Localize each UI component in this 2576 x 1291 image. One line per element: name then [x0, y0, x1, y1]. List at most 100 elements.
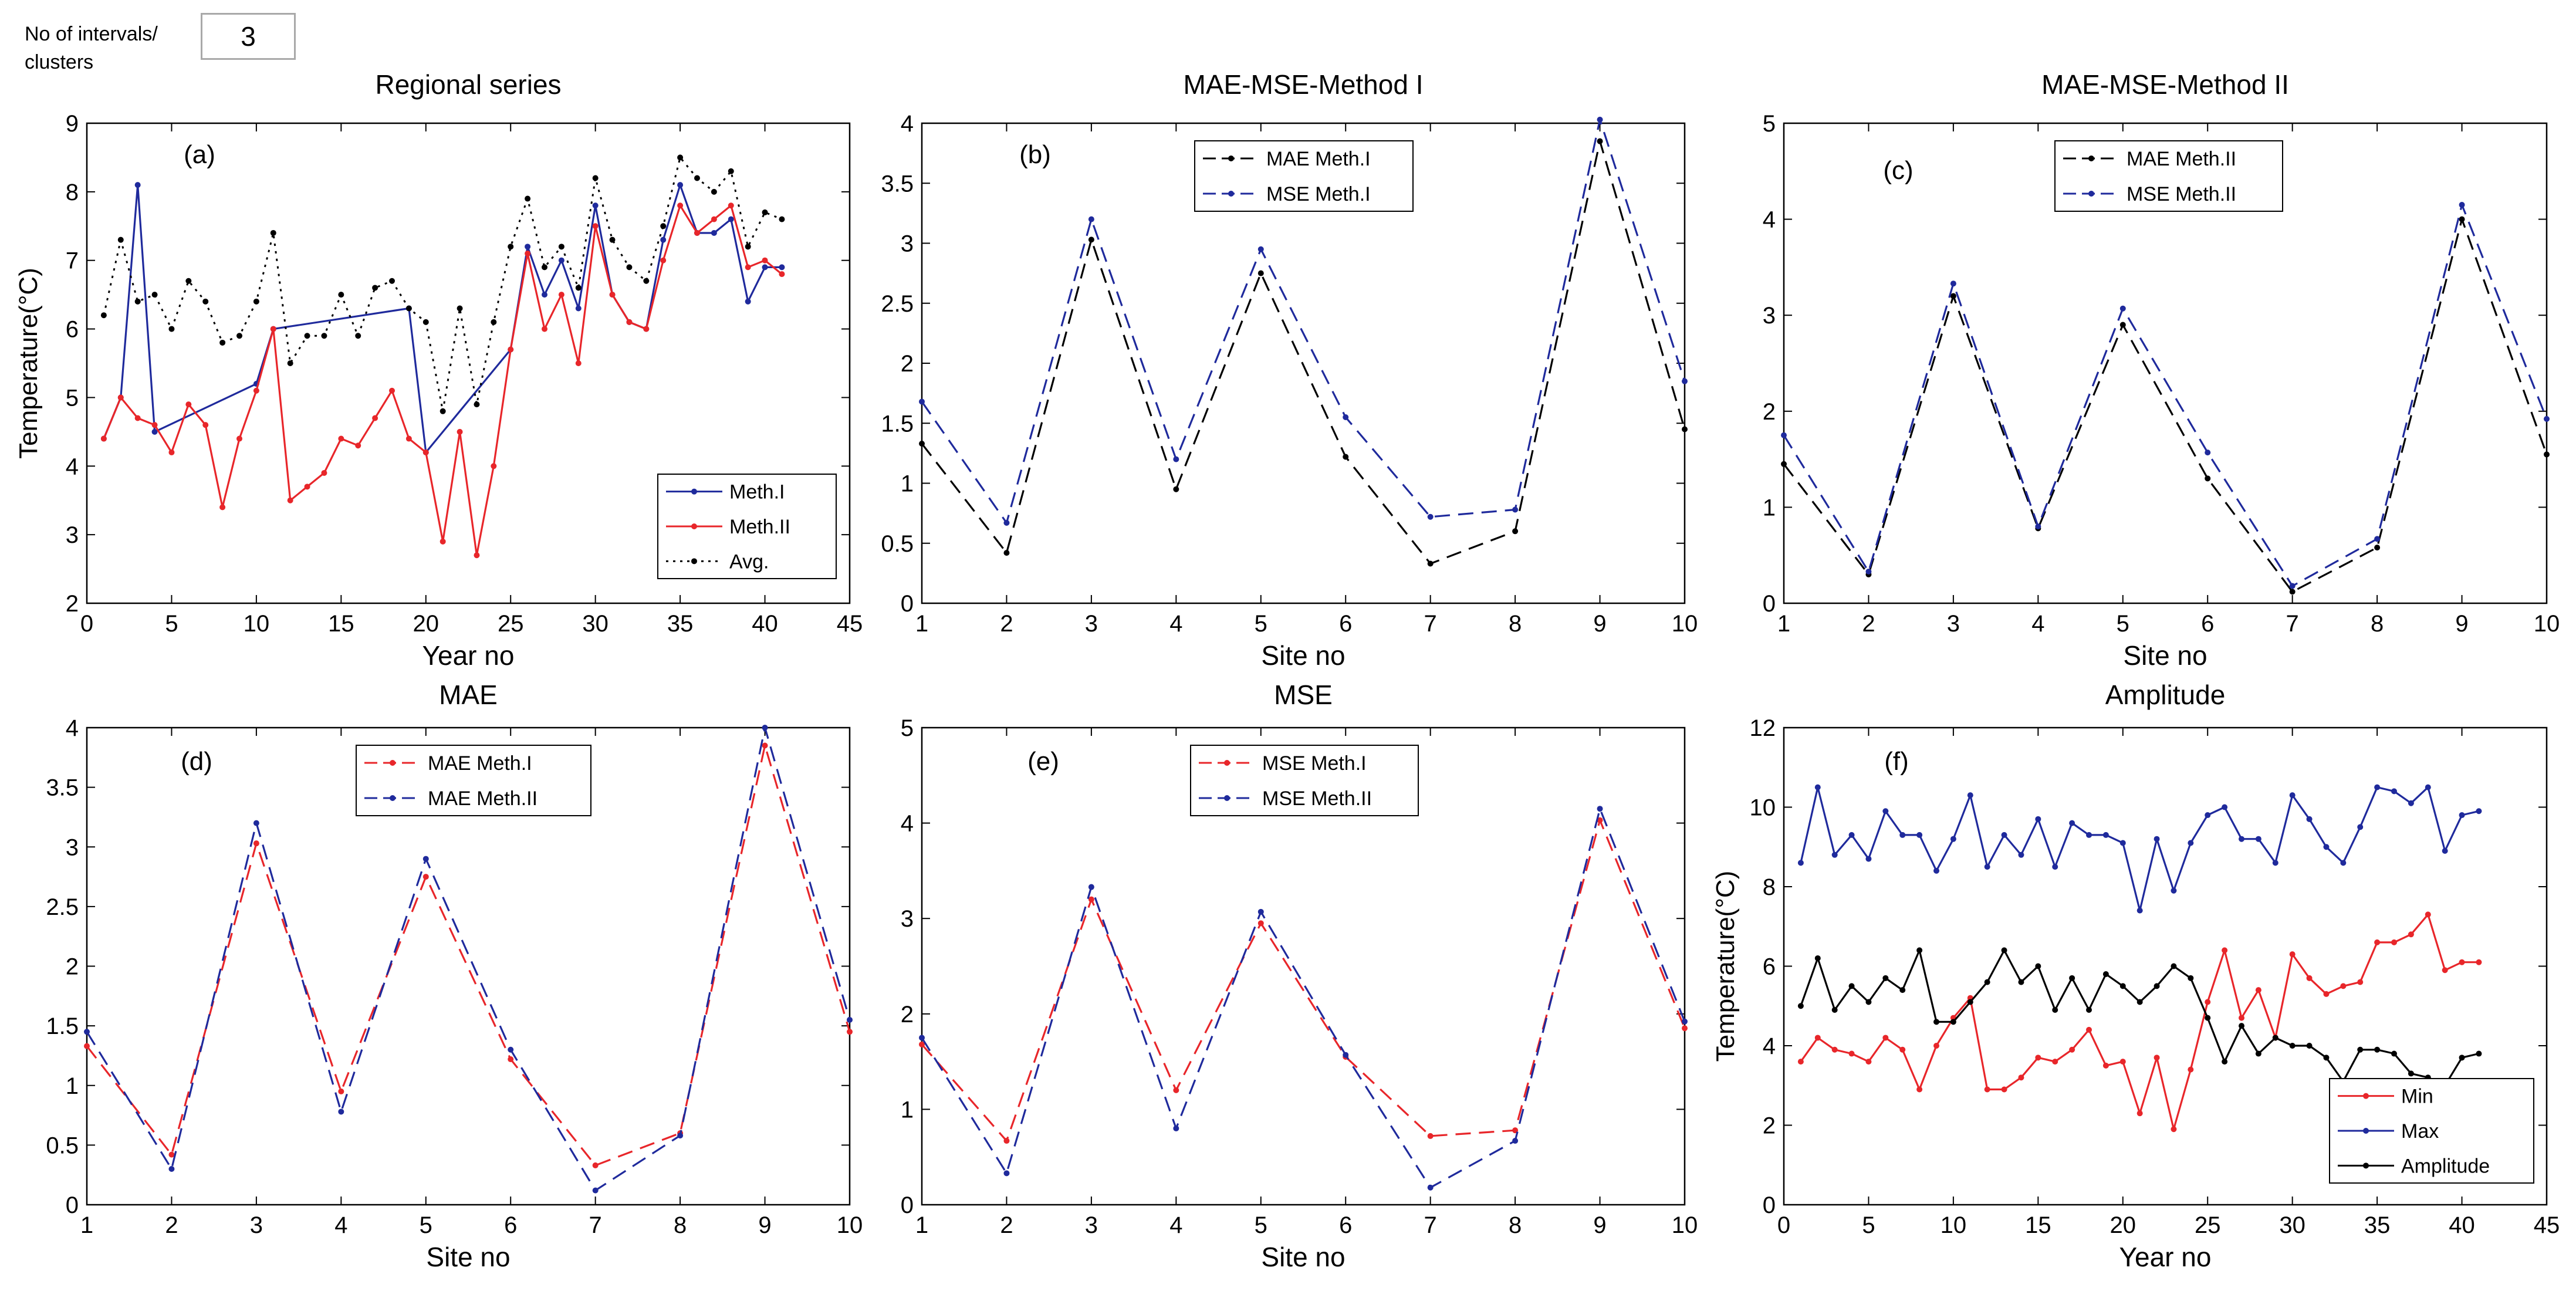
y-tick-label: 12	[1750, 715, 1776, 741]
data-point	[1848, 1050, 1855, 1057]
x-tick-label: 20	[2110, 1212, 2136, 1238]
legend-label: MSE Meth.I	[1262, 752, 1367, 775]
data-point	[2374, 1046, 2381, 1053]
x-tick-label: 3	[1085, 611, 1098, 637]
y-tick-label: 3	[66, 522, 79, 548]
data-point	[253, 820, 259, 826]
legend-label: MSE Meth.I	[1266, 183, 1371, 205]
data-point	[168, 1166, 175, 1172]
intervals-input[interactable]	[201, 13, 296, 60]
data-point	[405, 305, 412, 312]
y-tick-label: 4	[66, 454, 79, 479]
data-point	[168, 326, 175, 332]
legend-marker	[2363, 1162, 2369, 1169]
data-point	[2357, 824, 2364, 830]
data-point	[422, 874, 429, 880]
data-point	[2408, 800, 2414, 806]
data-point	[626, 319, 633, 325]
data-point	[474, 401, 480, 408]
data-point	[542, 264, 547, 271]
legend-marker	[1224, 795, 1230, 801]
data-point	[508, 1046, 514, 1053]
data-point	[1173, 1125, 1179, 1131]
data-point	[151, 428, 158, 435]
data-point	[2476, 959, 2482, 965]
x-axis-label: Year no	[422, 640, 515, 671]
data-point	[677, 1133, 684, 1139]
data-point	[134, 415, 141, 421]
data-point	[626, 264, 633, 271]
data-point	[2459, 959, 2465, 965]
y-tick-label: 3	[901, 231, 914, 257]
x-axis-label: Site no	[426, 1242, 510, 1272]
data-point	[219, 339, 226, 346]
data-point	[2052, 864, 2058, 870]
legend-label: Amplitude	[2401, 1155, 2490, 1177]
data-point	[2154, 836, 2160, 842]
data-point	[1173, 456, 1179, 462]
data-point	[1865, 1059, 1872, 1065]
data-point	[1865, 569, 1872, 575]
data-point	[287, 497, 293, 503]
data-point	[1848, 832, 1855, 838]
data-point	[219, 504, 226, 511]
legend-marker	[390, 795, 395, 801]
data-point	[2374, 536, 2381, 542]
panel-tag: (f)	[1884, 747, 1909, 776]
series-line	[921, 140, 1686, 565]
data-point	[558, 244, 564, 250]
data-point	[2476, 808, 2482, 815]
data-point	[84, 1043, 90, 1049]
data-point	[168, 449, 175, 455]
x-tick-label: 9	[1593, 1212, 1606, 1238]
x-tick-label: 10	[1672, 1212, 1698, 1238]
chart-title: MAE-MSE-Method I	[1184, 69, 1424, 100]
data-point	[592, 202, 599, 209]
data-point	[151, 422, 158, 428]
y-tick-label: 5	[66, 385, 79, 411]
data-point	[134, 182, 141, 188]
y-tick-label: 8	[1763, 874, 1776, 900]
data-point	[1682, 1018, 1688, 1025]
data-point	[2239, 1023, 2244, 1029]
x-tick-label: 6	[504, 1212, 517, 1238]
data-point	[2154, 1055, 2160, 1061]
data-point	[253, 298, 259, 305]
data-point	[2035, 523, 2041, 530]
data-point	[2289, 951, 2296, 958]
series-mse-meth-i	[919, 116, 1688, 526]
data-point	[2391, 939, 2397, 945]
data-point	[338, 1108, 344, 1115]
y-tick-label: 5	[901, 715, 914, 741]
data-point	[2119, 322, 2126, 328]
x-tick-label: 30	[582, 611, 608, 637]
data-point	[677, 182, 684, 188]
data-point	[1882, 975, 1889, 981]
data-point	[474, 552, 480, 559]
x-tick-label: 5	[165, 611, 178, 637]
legend-marker	[2363, 1128, 2369, 1134]
data-point	[2306, 1043, 2313, 1049]
data-point	[2119, 983, 2126, 989]
data-point	[745, 298, 751, 305]
data-point	[711, 188, 717, 195]
x-tick-label: 2	[1862, 611, 1875, 637]
data-point	[253, 840, 259, 847]
data-point	[2018, 851, 2024, 858]
data-point	[185, 401, 192, 408]
data-point	[355, 442, 361, 449]
data-point	[2119, 305, 2126, 312]
series-line	[86, 744, 851, 1167]
data-point	[660, 223, 667, 229]
data-point	[1088, 884, 1094, 890]
data-point	[389, 278, 395, 284]
data-point	[542, 292, 547, 298]
chart-title: MSE	[1274, 680, 1333, 710]
data-point	[677, 154, 684, 161]
legend-label: MSE Meth.II	[2127, 183, 2236, 205]
data-point	[2459, 812, 2465, 819]
data-point	[1343, 1052, 1349, 1058]
y-tick-label: 0	[1763, 591, 1776, 617]
data-point	[1916, 947, 1923, 954]
x-tick-label: 4	[334, 1212, 347, 1238]
